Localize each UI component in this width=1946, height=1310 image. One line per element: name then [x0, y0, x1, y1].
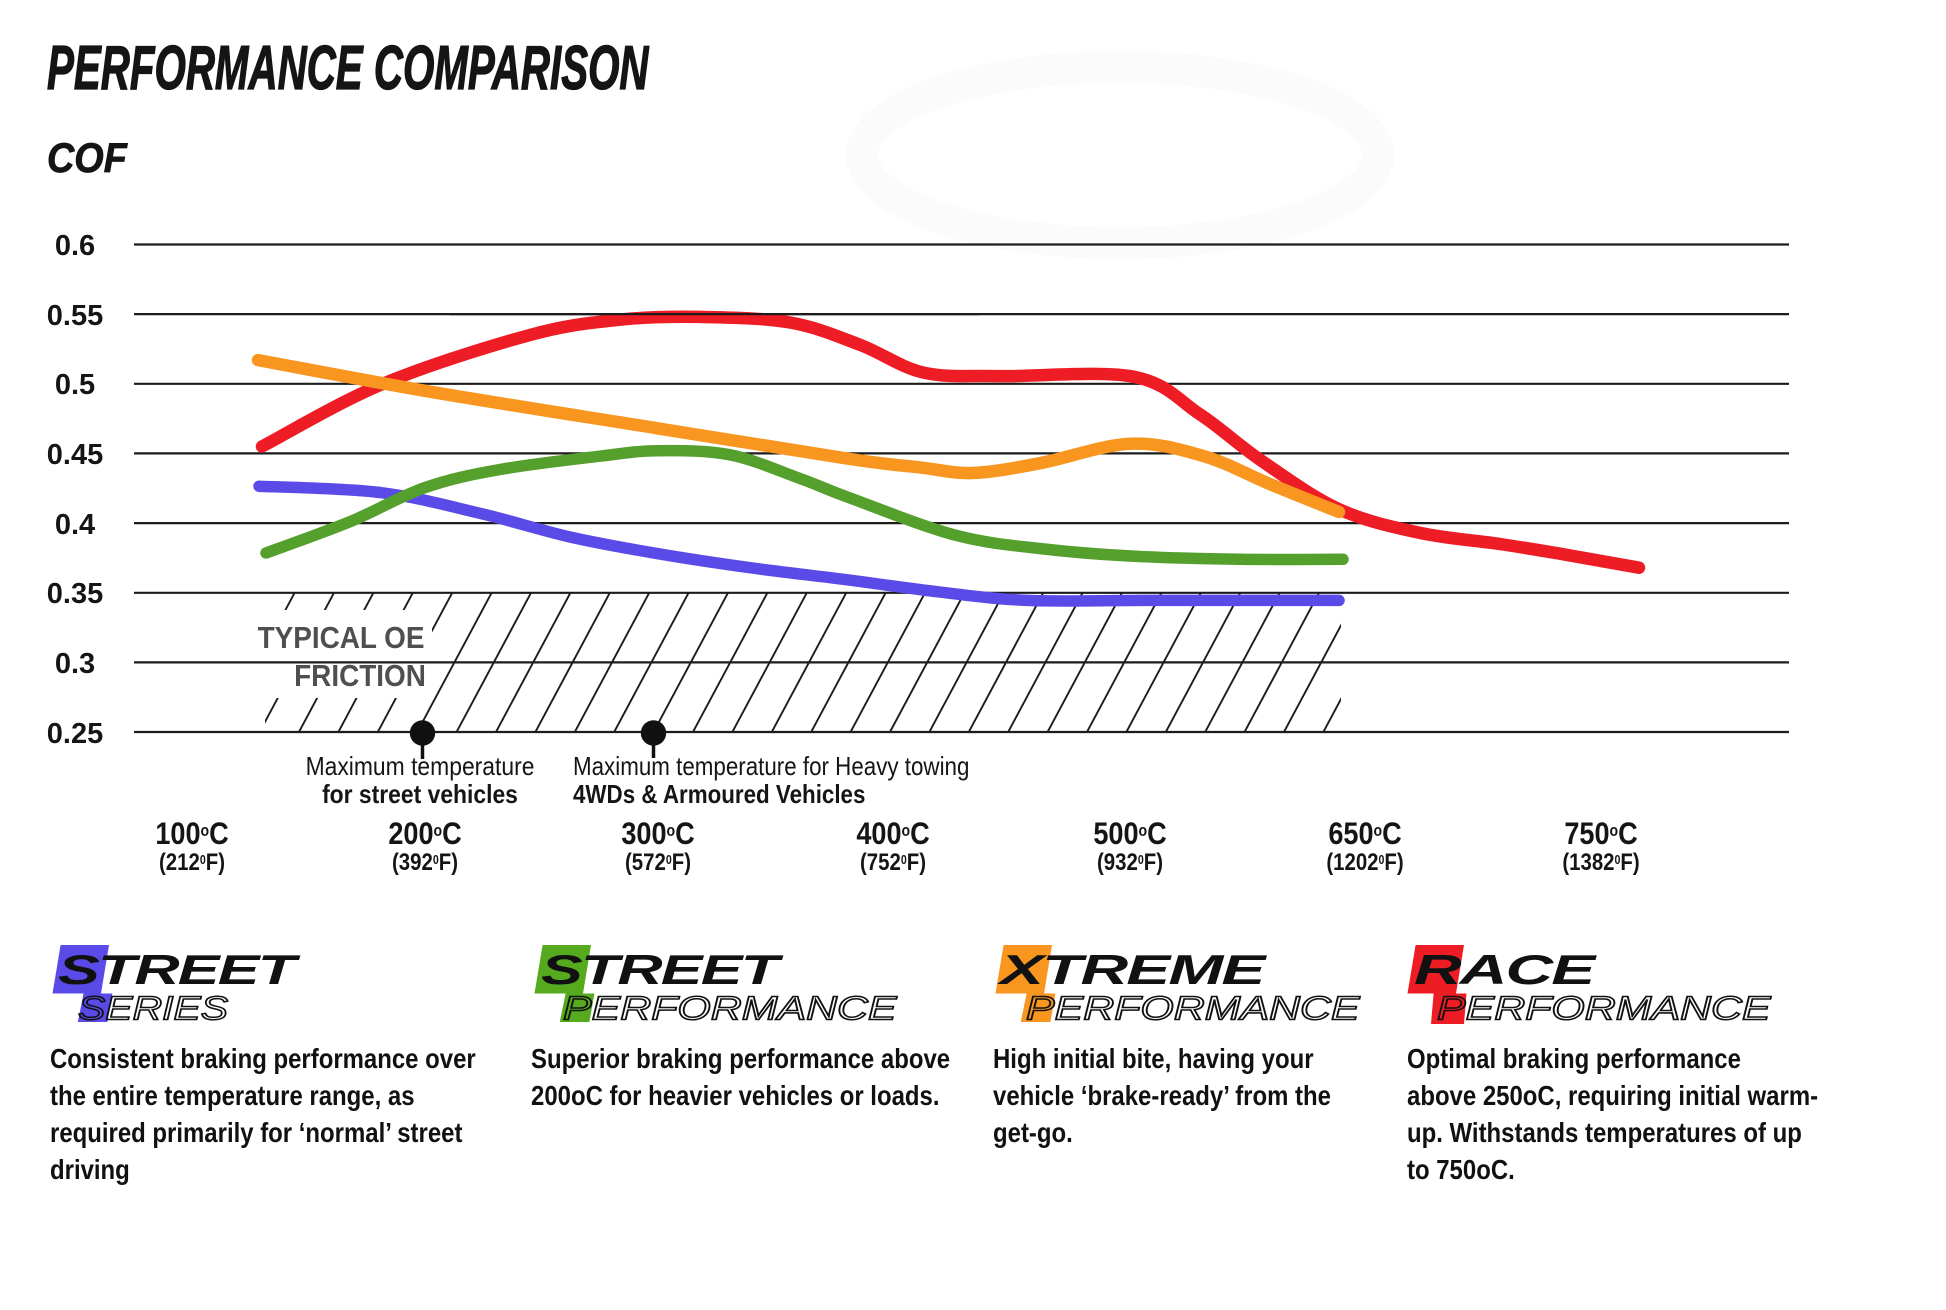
svg-text:PERFORMANCE: PERFORMANCE	[1437, 990, 1771, 1027]
svg-text:PERFORMANCE: PERFORMANCE	[1026, 990, 1360, 1027]
svg-text:SERIES: SERIES	[78, 989, 228, 1026]
svg-text:PERFORMANCE: PERFORMANCE	[563, 990, 897, 1027]
svg-text:FRICTION: FRICTION	[294, 659, 426, 694]
svg-text:TYPICAL OE: TYPICAL OE	[258, 621, 425, 656]
